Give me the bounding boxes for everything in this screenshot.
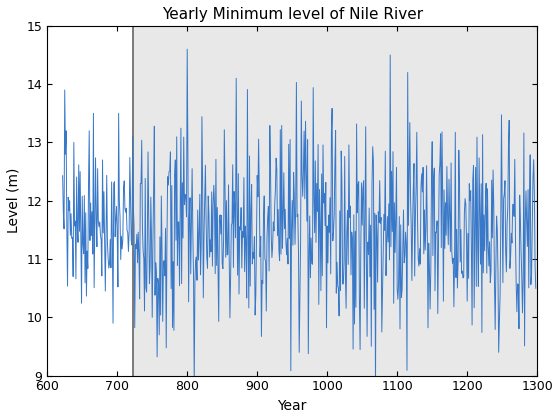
X-axis label: Year: Year (278, 399, 307, 413)
Y-axis label: Level (m): Level (m) (7, 168, 21, 234)
Title: Yearly Minimum level of Nile River: Yearly Minimum level of Nile River (162, 7, 423, 22)
Bar (133, 26, 537, 375)
